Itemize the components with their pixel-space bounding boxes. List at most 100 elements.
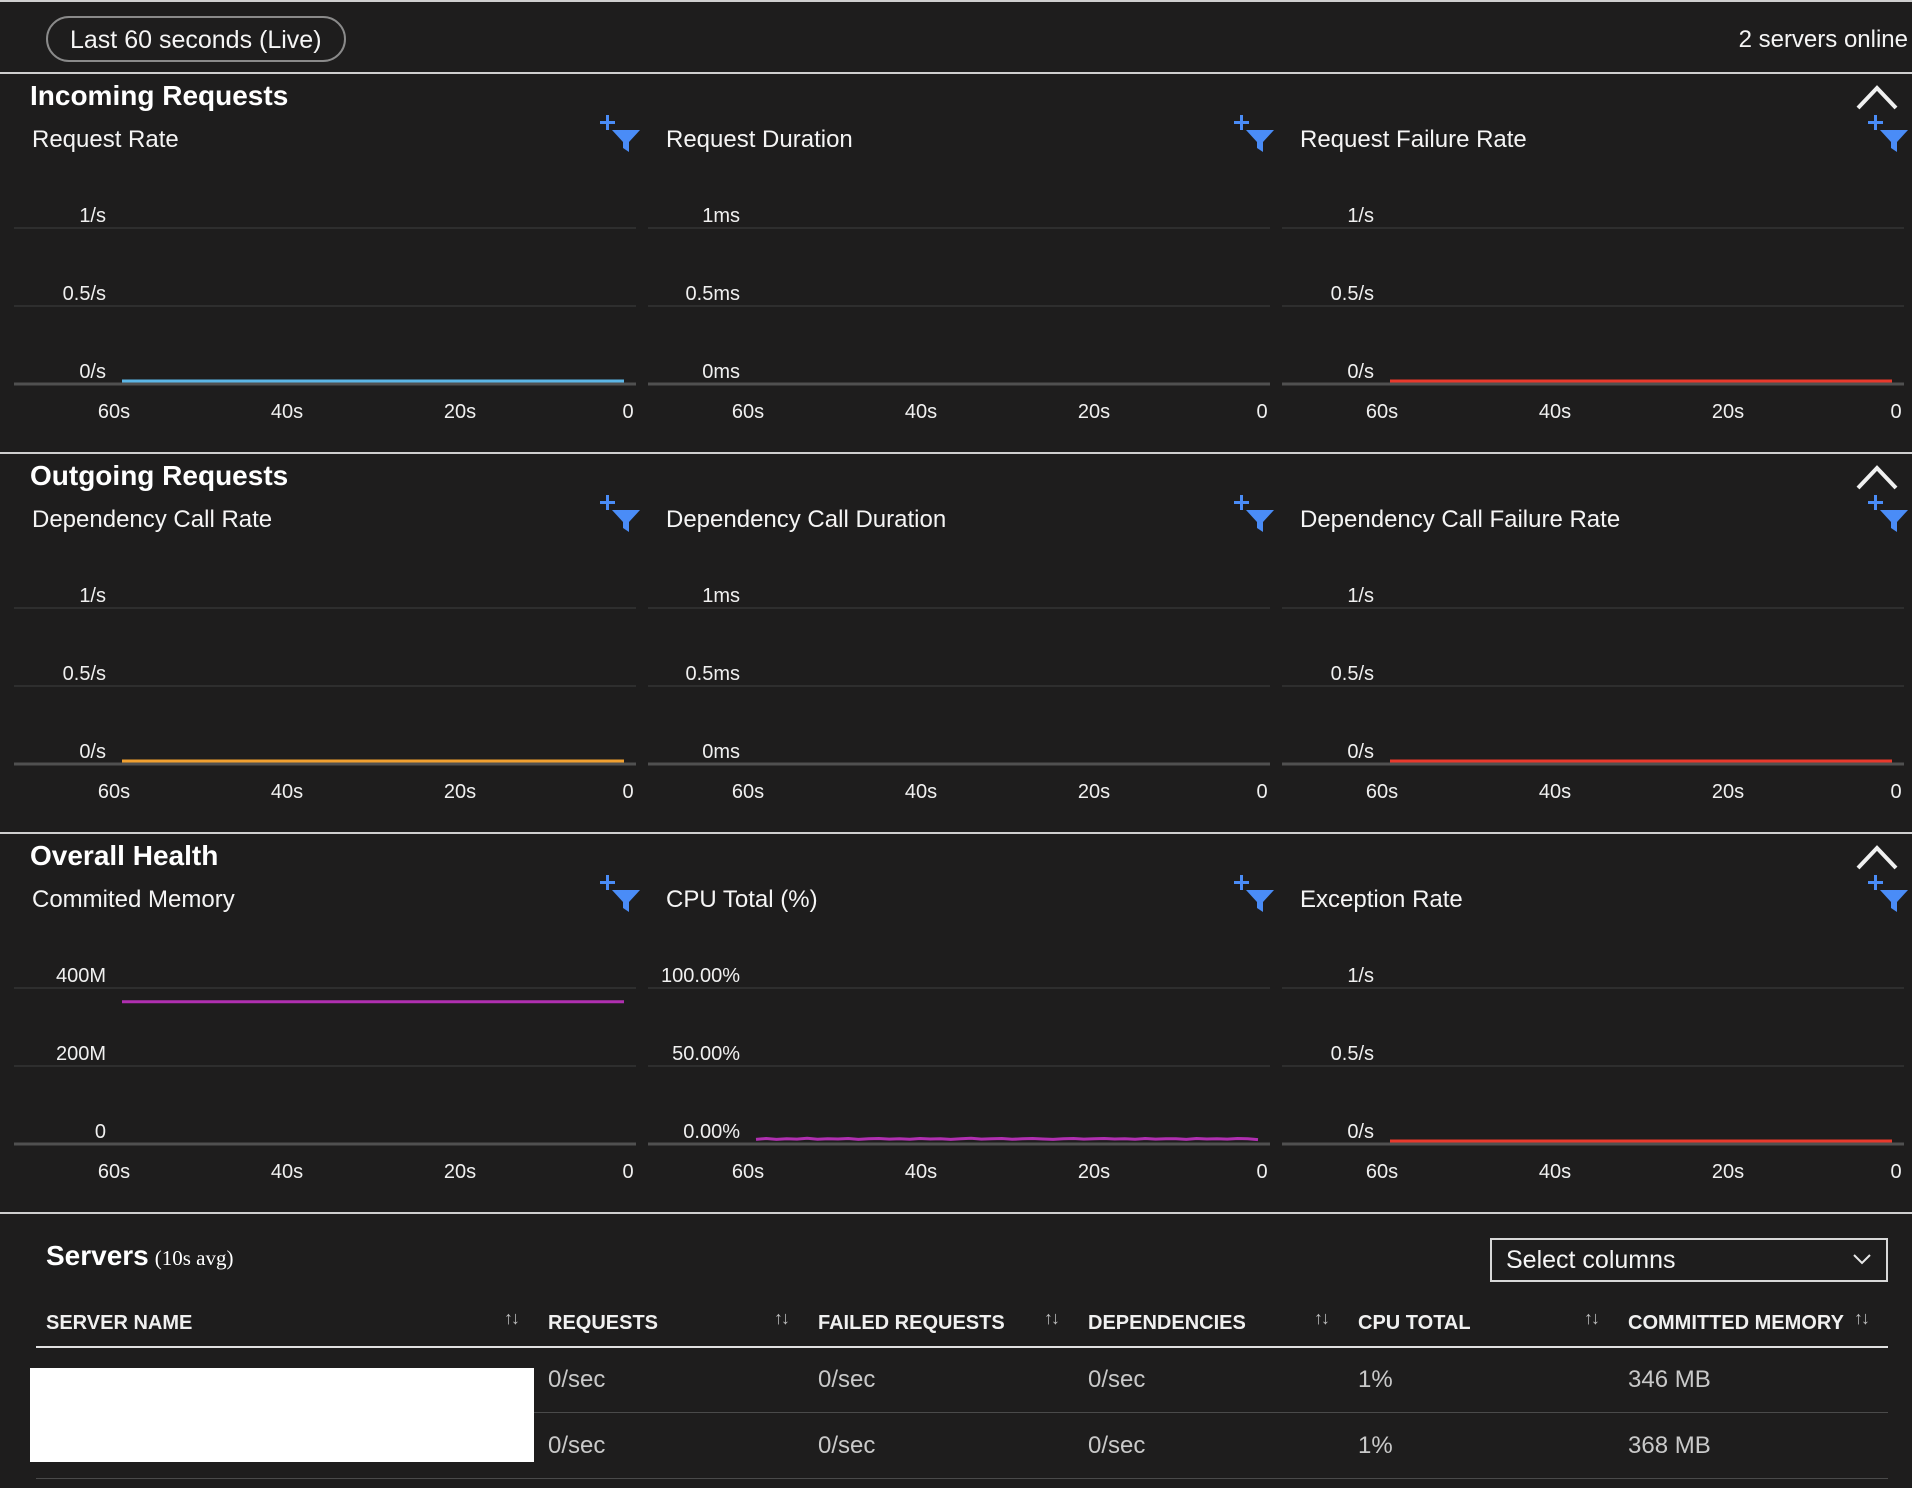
- x-tick-label: 0: [1256, 1161, 1267, 1183]
- sort-icon[interactable]: ↑↓: [504, 1308, 520, 1328]
- section-overall-health: Overall Health Commited Memory 400M 200M 0 60…: [0, 834, 1912, 1214]
- column-header-committed-memory[interactable]: COMMITTED MEMORY: [1628, 1312, 1844, 1334]
- y-tick-label: 50.00%: [672, 1043, 740, 1065]
- y-tick-label: 1/s: [1347, 205, 1374, 227]
- chart-title: Exception Rate: [1300, 886, 1463, 913]
- top-bar: Last 60 seconds (Live) 2 servers online: [0, 0, 1912, 74]
- x-tick-label: 40s: [905, 1161, 937, 1183]
- chart-title: Request Rate: [32, 126, 179, 153]
- cell-requests: 0/sec: [548, 1432, 606, 1459]
- sort-icon[interactable]: ↑↓: [774, 1308, 790, 1328]
- x-tick-label: 60s: [732, 1161, 764, 1183]
- chart-panel: Request Rate 1/s 0.5/s 0/s 60s 40s 20s 0: [14, 114, 648, 450]
- add-filter-icon[interactable]: [600, 494, 642, 536]
- x-tick-label: 40s: [271, 1161, 303, 1183]
- column-header-failed-requests[interactable]: FAILED REQUESTS: [818, 1312, 1005, 1334]
- x-tick-label: 40s: [1539, 401, 1571, 423]
- add-filter-icon[interactable]: [600, 114, 642, 156]
- column-header-requests[interactable]: REQUESTS: [548, 1312, 659, 1334]
- y-tick-label: 1/s: [1347, 965, 1374, 987]
- x-tick-label: 20s: [1712, 781, 1744, 803]
- servers-title: Servers (10s avg): [46, 1240, 234, 1272]
- y-tick-label: 0ms: [702, 741, 740, 763]
- cell-failed-requests: 0/sec: [818, 1432, 876, 1459]
- x-tick-label: 0: [1890, 1161, 1901, 1183]
- chart-title: Dependency Call Failure Rate: [1300, 506, 1621, 533]
- chart-title: Request Duration: [666, 126, 853, 153]
- x-tick-label: 20s: [1078, 401, 1110, 423]
- x-tick-label: 60s: [1366, 1161, 1398, 1183]
- chart: 1/s 0.5/s 0/s 60s 40s 20s 0: [1282, 965, 1904, 1183]
- x-tick-label: 40s: [905, 401, 937, 423]
- table-row[interactable]: 0/sec 0/sec 0/sec 1% 346 MB: [36, 1348, 1888, 1413]
- y-tick-label: 1/s: [79, 585, 106, 607]
- y-tick-label: 100.00%: [661, 965, 740, 987]
- add-filter-icon[interactable]: [1234, 114, 1276, 156]
- cell-dependencies: 0/sec: [1088, 1366, 1146, 1393]
- time-range-button[interactable]: Last 60 seconds (Live): [46, 16, 346, 62]
- chevron-up-icon[interactable]: [1854, 840, 1900, 874]
- y-tick-label: 0/s: [1347, 361, 1374, 383]
- cell-dependencies: 0/sec: [1088, 1432, 1146, 1459]
- column-header-server-name[interactable]: SERVER NAME: [46, 1312, 193, 1334]
- cell-failed-requests: 0/sec: [818, 1366, 876, 1393]
- x-tick-label: 0: [622, 401, 633, 423]
- sort-icon[interactable]: ↑↓: [1584, 1308, 1600, 1328]
- add-filter-icon[interactable]: [1234, 494, 1276, 536]
- chevron-up-icon[interactable]: [1854, 80, 1900, 114]
- y-tick-label: 0.00%: [683, 1121, 740, 1143]
- x-tick-label: 60s: [1366, 401, 1398, 423]
- add-filter-icon[interactable]: [1868, 114, 1910, 156]
- add-filter-icon[interactable]: [1868, 874, 1910, 916]
- chart-panel: Request Failure Rate 1/s 0.5/s 0/s 60s 40s 20s…: [1282, 114, 1912, 450]
- add-filter-icon[interactable]: [1868, 494, 1910, 536]
- table-row[interactable]: 0/sec 0/sec 0/sec 1% 368 MB: [36, 1414, 1888, 1479]
- section-outgoing-requests: Outgoing Requests Dependency Call Rate 1/s…: [0, 454, 1912, 834]
- sort-icon[interactable]: ↑↓: [1314, 1308, 1330, 1328]
- y-tick-label: 0.5/s: [63, 663, 106, 685]
- chart: 1/s 0.5/s 0/s 60s 40s 20s 0: [1282, 205, 1904, 423]
- section-title: Incoming Requests: [30, 80, 289, 111]
- x-tick-label: 20s: [1712, 1161, 1744, 1183]
- chart-panel: Request Duration 1ms 0.5ms 0ms 60s 40s 20s 0: [648, 114, 1282, 450]
- chart-panel: Dependency Call Duration 1ms 0.5ms 0ms 60s 40…: [648, 494, 1282, 830]
- x-tick-label: 40s: [1539, 781, 1571, 803]
- x-tick-label: 20s: [1712, 401, 1744, 423]
- servers-subtitle: (10s avg): [154, 1246, 234, 1270]
- chart-panel: CPU Total (%) 100.00% 50.00% 0.00% 60s 40s 20s…: [648, 874, 1282, 1210]
- chart: 1ms 0.5ms 0ms 60s 40s 20s 0: [648, 205, 1270, 423]
- y-tick-label: 0.5/s: [1331, 283, 1374, 305]
- section-incoming-requests: Incoming Requests Request Rate 1/s 0.5/s 0/s…: [0, 74, 1912, 454]
- sort-icon[interactable]: ↑↓: [1044, 1308, 1060, 1328]
- x-tick-label: 0: [1890, 781, 1901, 803]
- section-title: Outgoing Requests: [30, 460, 289, 491]
- x-tick-label: 60s: [98, 401, 130, 423]
- x-tick-label: 20s: [444, 1161, 476, 1183]
- add-filter-icon[interactable]: [1234, 874, 1276, 916]
- select-columns-dropdown[interactable]: Select columns: [1490, 1238, 1888, 1282]
- chevron-up-icon[interactable]: [1854, 460, 1900, 494]
- y-tick-label: 0ms: [702, 361, 740, 383]
- chart: 1/s 0.5/s 0/s 60s 40s 20s 0: [1282, 585, 1904, 803]
- x-tick-label: 60s: [732, 401, 764, 423]
- y-tick-label: 0.5/s: [1331, 663, 1374, 685]
- sort-icon[interactable]: ↑↓: [1854, 1308, 1870, 1328]
- y-tick-label: 0: [95, 1121, 106, 1143]
- cell-committed-memory: 368 MB: [1628, 1432, 1711, 1459]
- column-header-dependencies[interactable]: DEPENDENCIES: [1088, 1312, 1246, 1334]
- chart: 1/s 0.5/s 0/s 60s 40s 20s 0: [14, 585, 636, 803]
- x-tick-label: 20s: [1078, 781, 1110, 803]
- x-tick-label: 60s: [98, 781, 130, 803]
- x-tick-label: 0: [1256, 401, 1267, 423]
- chart-title: Dependency Call Rate: [32, 506, 273, 533]
- x-tick-label: 20s: [444, 401, 476, 423]
- cell-requests: 0/sec: [548, 1366, 606, 1393]
- y-tick-label: 0.5ms: [686, 663, 740, 685]
- y-tick-label: 0.5ms: [686, 283, 740, 305]
- x-tick-label: 40s: [1539, 1161, 1571, 1183]
- add-filter-icon[interactable]: [600, 874, 642, 916]
- chart-panel: Exception Rate 1/s 0.5/s 0/s 60s 40s 20s 0: [1282, 874, 1912, 1210]
- column-header-cpu-total[interactable]: CPU TOTAL: [1358, 1312, 1471, 1334]
- chart-panel: Dependency Call Failure Rate 1/s 0.5/s 0/s 6…: [1282, 494, 1912, 830]
- x-tick-label: 60s: [98, 1161, 130, 1183]
